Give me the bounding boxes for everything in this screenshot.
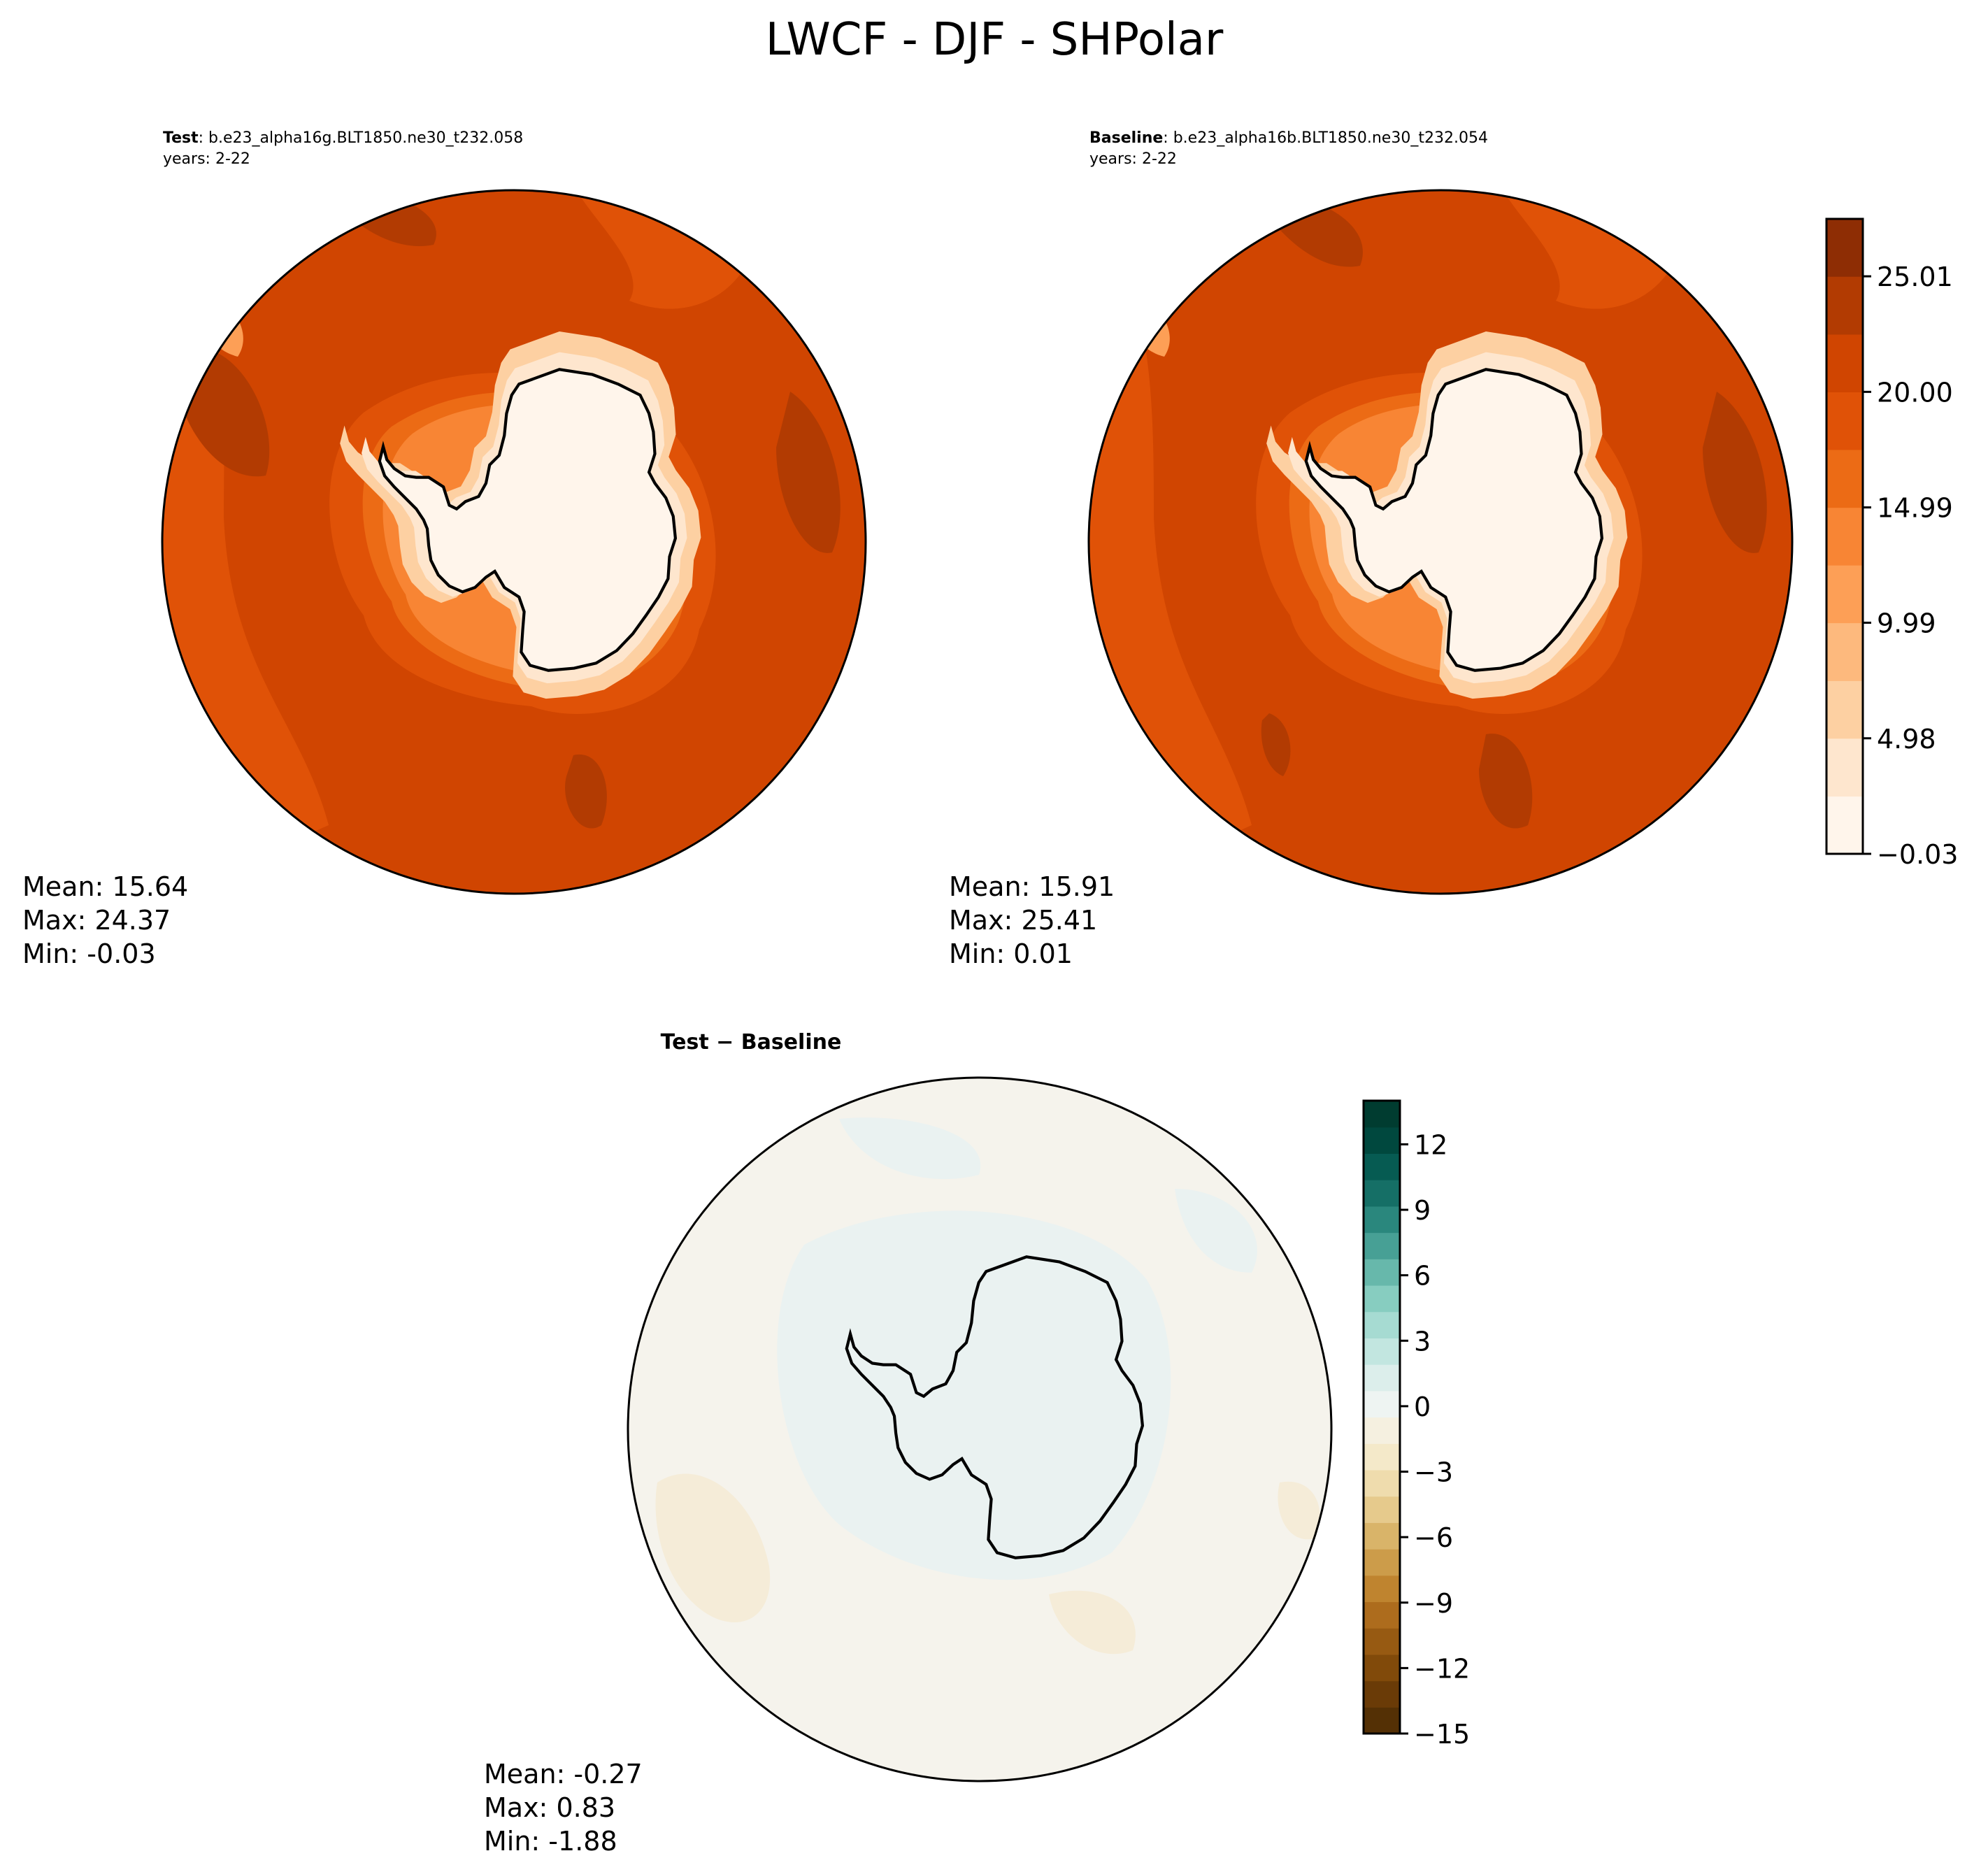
panel-test-mean: Mean: 15.64: [22, 871, 188, 902]
colorbar-diff-tick-label: −15: [1414, 1719, 1470, 1750]
colorbar-diff-tick-label: −12: [1414, 1653, 1470, 1684]
colorbar-main-swatch: [1826, 738, 1863, 797]
colorbar-diff-swatch: [1364, 1285, 1400, 1313]
colorbar-main-swatch: [1826, 796, 1863, 855]
colorbar-main-swatch: [1826, 334, 1863, 392]
colorbar-main-swatch: [1826, 565, 1863, 624]
colorbar-main-swatch: [1826, 680, 1863, 739]
panel-test-label-rest: : b.e23_alpha16g.BLT1850.ne30_t232.058: [199, 129, 524, 147]
map-test-patch-east: [776, 392, 841, 553]
colorbar-diff-tick-label: 0: [1414, 1392, 1431, 1422]
colorbar-diff-tick-label: 3: [1414, 1326, 1431, 1357]
map-diff-warm-patch-3: [1278, 1481, 1320, 1540]
colorbar-diff-tick-label: 6: [1414, 1261, 1431, 1292]
colorbar-diff-swatch: [1364, 1707, 1400, 1734]
colorbar-diff-swatch: [1364, 1390, 1400, 1418]
colorbar-diff-swatch: [1364, 1127, 1400, 1155]
map-baseline-boundary: [1087, 189, 1794, 895]
colorbar-main-swatch: [1826, 276, 1863, 335]
colorbar-diff-swatch: [1364, 1469, 1400, 1497]
panel-diff-min: Min: -1.88: [484, 1826, 617, 1857]
map-diff-cool-patch-1: [777, 1210, 1171, 1580]
colorbar-diff-swatch: [1364, 1680, 1400, 1708]
colorbar-diff-swatch: [1364, 1496, 1400, 1523]
map-diff-cool-patch-2: [839, 1117, 981, 1180]
colorbar-main-tick-label: −0.03: [1877, 839, 1958, 870]
colorbar-main-frame: [1825, 217, 1864, 855]
colorbar-main: −0.03 4.98 9.99 14.99 20.00 25.01: [1825, 217, 1958, 870]
colorbar-diff-swatch: [1364, 1311, 1400, 1338]
panel-baseline-max: Max: 25.41: [949, 905, 1097, 936]
colorbar-diff-swatch: [1364, 1101, 1400, 1128]
panel-baseline-label-bold: Baseline: [1089, 129, 1163, 147]
map-diff-warm-patch-1: [655, 1473, 771, 1622]
colorbar-main-swatch: [1826, 507, 1863, 566]
colorbar-diff-swatch: [1364, 1232, 1400, 1259]
colorbar-diff-swatch: [1364, 1522, 1400, 1550]
colorbar-diff-tick-label: 9: [1414, 1195, 1431, 1226]
map-baseline-patch-south: [1479, 734, 1533, 829]
map-baseline: [1089, 190, 1792, 894]
panel-baseline-label: Baseline: b.e23_alpha16b.BLT1850.ne30_t2…: [1089, 129, 1488, 147]
colorbar-diff-swatch: [1364, 1153, 1400, 1180]
panel-baseline-years: years: 2-22: [1089, 150, 1177, 168]
map-baseline-patch-southwest: [1261, 713, 1291, 776]
panel-baseline-label-rest: : b.e23_alpha16b.BLT1850.ne30_t232.054: [1163, 129, 1488, 147]
panel-baseline-mean: Mean: 15.91: [949, 871, 1115, 902]
panel-test-max: Max: 24.37: [22, 905, 171, 936]
map-test: [162, 190, 866, 894]
map-test-patch-west: [182, 350, 270, 477]
colorbar-diff-tick-label: −6: [1414, 1522, 1453, 1553]
colorbar-diff-swatch: [1364, 1338, 1400, 1365]
colorbar-diff-swatch: [1364, 1259, 1400, 1286]
map-difference: [628, 1078, 1331, 1781]
figure-title: LWCF - DJF - SHPolar: [766, 14, 1224, 66]
colorbar-diff: −15 −12 −9 −6 −3 0 3 6 9 12: [1362, 1099, 1470, 1750]
colorbar-diff-swatch: [1364, 1601, 1400, 1629]
colorbar-diff-swatch: [1364, 1549, 1400, 1576]
colorbar-diff-swatch: [1364, 1417, 1400, 1444]
map-diff-boundary: [627, 1076, 1333, 1782]
panel-test-min: Min: -0.03: [22, 938, 156, 969]
colorbar-main-tick-label: 9.99: [1877, 608, 1936, 639]
panel-test-years: years: 2-22: [163, 150, 250, 168]
colorbar-main-tick-label: 14.99: [1877, 493, 1953, 524]
colorbar-diff-tick-label: −3: [1414, 1457, 1453, 1488]
colorbar-diff-swatch: [1364, 1180, 1400, 1207]
colorbar-main-swatch: [1826, 392, 1863, 450]
panel-diff-title: Test − Baseline: [661, 1030, 842, 1055]
panel-baseline-min: Min: 0.01: [949, 938, 1073, 969]
colorbar-diff-swatch: [1364, 1364, 1400, 1392]
map-test-patch-south: [565, 754, 607, 829]
panel-test: Test: b.e23_alpha16g.BLT1850.ne30_t232.0…: [22, 129, 867, 969]
colorbar-main-swatch: [1826, 219, 1863, 277]
colorbar-main-swatch: [1826, 622, 1863, 681]
panel-diff-max: Max: 0.83: [484, 1792, 615, 1823]
panel-test-label: Test: b.e23_alpha16g.BLT1850.ne30_t232.0…: [163, 129, 523, 147]
map-diff-warm-patch-2: [1049, 1590, 1136, 1655]
map-baseline-patch-east: [1703, 392, 1767, 553]
panel-test-label-bold: Test: [163, 129, 199, 147]
colorbar-main-tick-label: 20.00: [1877, 377, 1953, 408]
colorbar-diff-tick-label: −9: [1414, 1588, 1453, 1619]
panel-difference: Test − Baseline Mean: -0.27 Max: 0.83 Mi…: [484, 1030, 1333, 1857]
colorbar-diff-swatch: [1364, 1206, 1400, 1234]
colorbar-diff-swatch: [1364, 1654, 1400, 1682]
map-test-boundary: [161, 189, 867, 895]
colorbar-main-tick-label: 4.98: [1877, 724, 1936, 755]
colorbar-main-swatch: [1826, 449, 1863, 508]
colorbar-diff-swatch: [1364, 1575, 1400, 1603]
panel-diff-mean: Mean: -0.27: [484, 1759, 643, 1789]
colorbar-diff-swatch: [1364, 1443, 1400, 1471]
colorbar-diff-swatch: [1364, 1628, 1400, 1655]
colorbar-diff-tick-label: 12: [1414, 1129, 1447, 1160]
map-diff-cool-patch-3: [1175, 1189, 1257, 1273]
colorbar-diff-frame: [1362, 1099, 1401, 1735]
panel-baseline: Baseline: b.e23_alpha16b.BLT1850.ne30_t2…: [949, 129, 1794, 969]
colorbar-main-tick-label: 25.01: [1877, 262, 1953, 292]
